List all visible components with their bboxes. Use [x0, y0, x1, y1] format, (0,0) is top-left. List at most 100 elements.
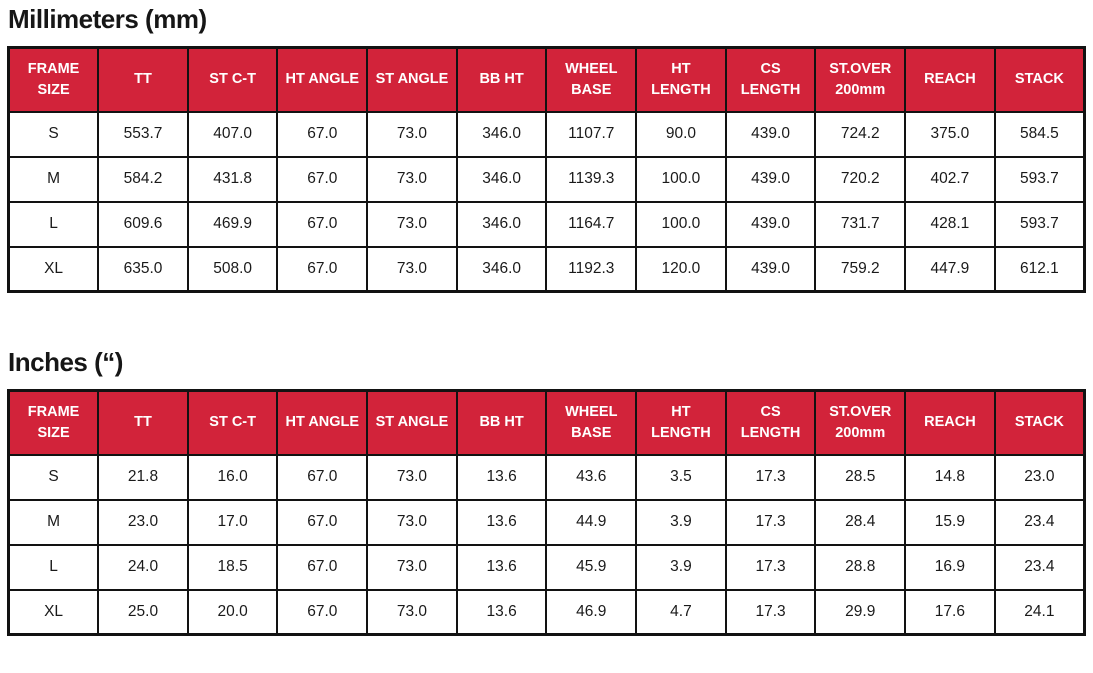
column-header: TT	[97, 389, 189, 456]
value-cell: 67.0	[276, 245, 369, 293]
value-cell: 17.3	[724, 588, 817, 636]
column-header: HT ANGLE	[276, 389, 369, 456]
value-cell: 346.0	[455, 155, 548, 203]
value-cell: 67.0	[276, 110, 369, 158]
value-cell: 73.0	[366, 200, 458, 248]
value-cell: 28.8	[814, 543, 907, 591]
value-cell: 731.7	[814, 200, 907, 248]
column-header: WHEEL BASE	[545, 389, 638, 456]
column-header: HT ANGLE	[276, 46, 369, 113]
value-cell: 759.2	[814, 245, 907, 293]
value-cell: 1192.3	[545, 245, 638, 293]
column-header: HT LENGTH	[635, 46, 727, 113]
value-cell: 593.7	[993, 200, 1086, 248]
value-cell: 120.0	[635, 245, 727, 293]
value-cell: 16.9	[904, 543, 996, 591]
value-cell: 439.0	[724, 200, 817, 248]
column-header: CS LENGTH	[724, 389, 817, 456]
value-cell: 67.0	[276, 200, 369, 248]
millimeters-section: Millimeters (mm) FRAME SIZE TT ST C-T HT AN…	[7, 4, 1086, 293]
value-cell: 17.3	[724, 498, 817, 546]
value-cell: 346.0	[455, 110, 548, 158]
value-cell: 13.6	[455, 498, 548, 546]
value-cell: 553.7	[97, 110, 189, 158]
value-cell: 1164.7	[545, 200, 638, 248]
value-cell: 346.0	[455, 245, 548, 293]
value-cell: 67.0	[276, 498, 369, 546]
table-row: M 23.0 17.0 67.0 73.0 13.6 44.9 3.9 17.3 28.4 15.9…	[7, 498, 1086, 546]
value-cell: 100.0	[635, 155, 727, 203]
column-header: WHEEL BASE	[545, 46, 638, 113]
value-cell: 508.0	[186, 245, 279, 293]
geometry-spec-page: Millimeters (mm) FRAME SIZE TT ST C-T HT AN…	[7, 4, 1086, 636]
value-cell: 447.9	[904, 245, 996, 293]
value-cell: 20.0	[186, 588, 279, 636]
table-row: S 553.7 407.0 67.0 73.0 346.0 1107.7 90.0 439.0 7…	[7, 110, 1086, 158]
column-header: STACK	[993, 389, 1086, 456]
value-cell: 46.9	[545, 588, 638, 636]
value-cell: 17.3	[724, 453, 817, 501]
value-cell: 90.0	[635, 110, 727, 158]
column-header: ST ANGLE	[366, 46, 458, 113]
value-cell: 14.8	[904, 453, 996, 501]
value-cell: 45.9	[545, 543, 638, 591]
value-cell: 73.0	[366, 498, 458, 546]
millimeters-table-title: Millimeters (mm)	[8, 4, 207, 34]
value-cell: 1107.7	[545, 110, 638, 158]
value-cell: 23.0	[97, 498, 189, 546]
inches-table-title: Inches (“)	[8, 347, 123, 377]
value-cell: 15.9	[904, 498, 996, 546]
frame-size-cell: L	[7, 200, 100, 248]
value-cell: 609.6	[97, 200, 189, 248]
value-cell: 13.6	[455, 453, 548, 501]
value-cell: 346.0	[455, 200, 548, 248]
value-cell: 28.5	[814, 453, 907, 501]
column-header: ST ANGLE	[366, 389, 458, 456]
column-header: TT	[97, 46, 189, 113]
value-cell: 4.7	[635, 588, 727, 636]
value-cell: 3.5	[635, 453, 727, 501]
value-cell: 1139.3	[545, 155, 638, 203]
value-cell: 67.0	[276, 543, 369, 591]
frame-size-cell: XL	[7, 245, 100, 293]
value-cell: 73.0	[366, 453, 458, 501]
table-row: XL 635.0 508.0 67.0 73.0 346.0 1192.3 120.0 439.…	[7, 245, 1086, 293]
value-cell: 29.9	[814, 588, 907, 636]
column-header: REACH	[904, 46, 996, 113]
column-header: CS LENGTH	[724, 46, 817, 113]
value-cell: 3.9	[635, 498, 727, 546]
value-cell: 724.2	[814, 110, 907, 158]
value-cell: 612.1	[993, 245, 1086, 293]
value-cell: 73.0	[366, 245, 458, 293]
value-cell: 67.0	[276, 588, 369, 636]
column-header: BB HT	[455, 46, 548, 113]
table-row: L 24.0 18.5 67.0 73.0 13.6 45.9 3.9 17.3 28.8 16.9…	[7, 543, 1086, 591]
inches-geometry-table: FRAME SIZE TT ST C-T HT ANGLE ST ANGLE BB HT W…	[7, 389, 1086, 636]
millimeters-geometry-table: FRAME SIZE TT ST C-T HT ANGLE ST ANGLE BB HT W…	[7, 46, 1086, 293]
table-row: S 21.8 16.0 67.0 73.0 13.6 43.6 3.5 17.3 28.5 14.8…	[7, 453, 1086, 501]
value-cell: 44.9	[545, 498, 638, 546]
value-cell: 439.0	[724, 155, 817, 203]
value-cell: 67.0	[276, 453, 369, 501]
value-cell: 375.0	[904, 110, 996, 158]
value-cell: 469.9	[186, 200, 279, 248]
frame-size-cell: M	[7, 498, 100, 546]
column-header: BB HT	[455, 389, 548, 456]
value-cell: 635.0	[97, 245, 189, 293]
value-cell: 584.5	[993, 110, 1086, 158]
value-cell: 73.0	[366, 110, 458, 158]
frame-size-cell: L	[7, 543, 100, 591]
value-cell: 13.6	[455, 543, 548, 591]
value-cell: 407.0	[186, 110, 279, 158]
value-cell: 43.6	[545, 453, 638, 501]
value-cell: 28.4	[814, 498, 907, 546]
column-header: ST C-T	[186, 46, 279, 113]
frame-size-cell: S	[7, 453, 100, 501]
value-cell: 428.1	[904, 200, 996, 248]
column-header: FRAME SIZE	[7, 46, 100, 113]
table-row: L 609.6 469.9 67.0 73.0 346.0 1164.7 100.0 439.0…	[7, 200, 1086, 248]
value-cell: 23.4	[993, 543, 1086, 591]
column-header: ST.OVER 200mm	[814, 46, 907, 113]
value-cell: 584.2	[97, 155, 189, 203]
frame-size-cell: S	[7, 110, 100, 158]
